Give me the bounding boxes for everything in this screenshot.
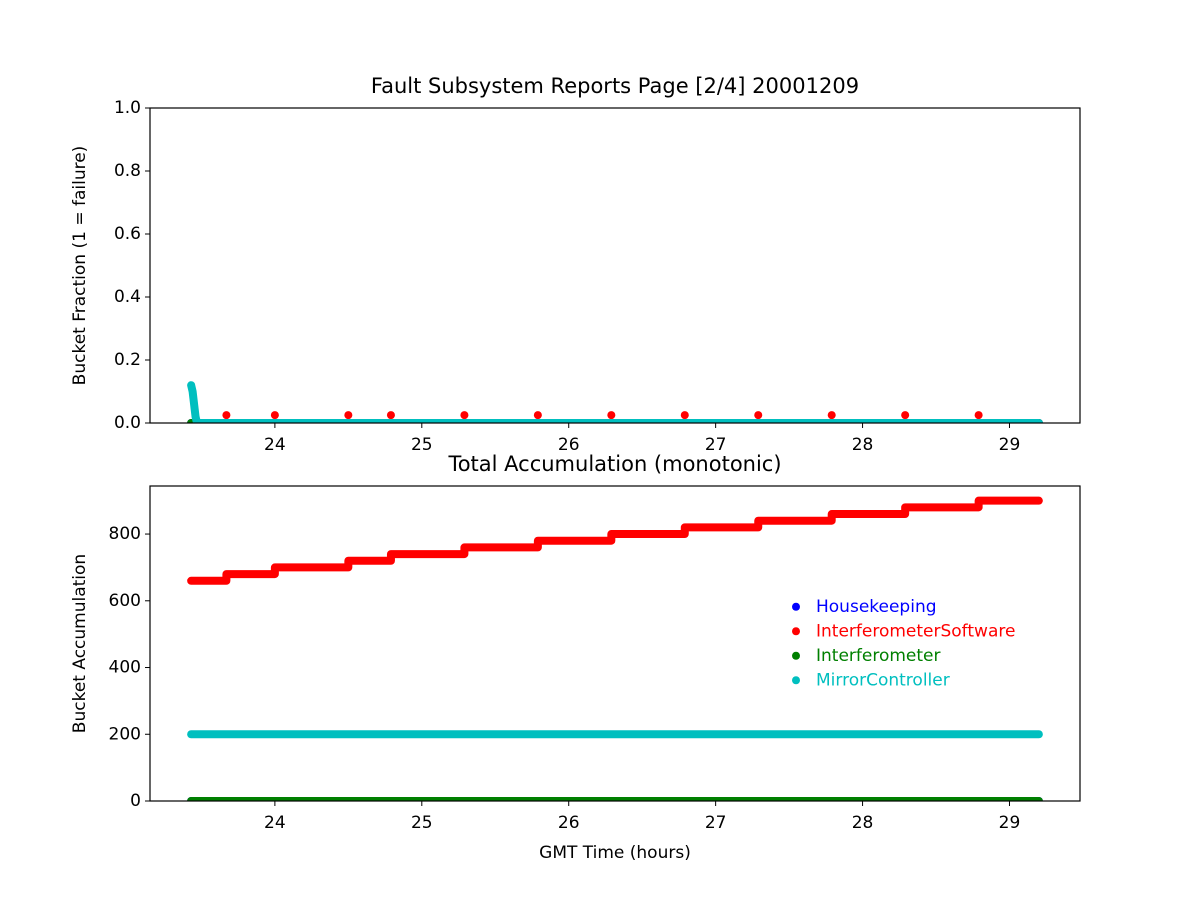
- y-axis-label: Bucket Accumulation: [70, 554, 90, 733]
- plot-area: [187, 381, 1043, 423]
- axes-frame: [149, 485, 1081, 802]
- series-line: [187, 496, 1043, 585]
- legend-marker: [792, 651, 800, 660]
- legend-label: MirrorController: [816, 670, 950, 690]
- point: [460, 411, 469, 420]
- legend-marker: [792, 627, 800, 636]
- x-tick-label: 29: [999, 435, 1021, 455]
- legend-label: InterferometerSoftware: [816, 621, 1015, 641]
- y-tick-label: 0.4: [114, 287, 141, 307]
- chart-title: Fault Subsystem Reports Page [2/4] 20001…: [371, 74, 859, 98]
- y-tick-label: 400: [109, 658, 141, 678]
- x-tick-label: 28: [852, 435, 874, 455]
- y-tick-label: 0.2: [114, 350, 141, 370]
- x-tick-label: 29: [999, 813, 1021, 833]
- legend-label: Interferometer: [816, 646, 941, 666]
- legend-label: Housekeeping: [816, 597, 937, 617]
- y-tick-label: 1.0: [114, 98, 141, 118]
- y-tick-label: 800: [109, 524, 141, 544]
- y-axis-label: Bucket Fraction (1 = failure): [70, 146, 90, 386]
- point: [827, 411, 836, 420]
- x-axis-label: GMT Time (hours): [539, 843, 691, 863]
- point: [270, 411, 279, 420]
- x-tick-label: 26: [558, 435, 580, 455]
- y-tick-label: 0: [130, 791, 141, 811]
- x-tick-label: 28: [852, 813, 874, 833]
- x-tick-label: 27: [705, 435, 727, 455]
- legend-marker: [792, 602, 800, 611]
- plot-area: [187, 496, 1043, 801]
- point: [344, 411, 353, 420]
- point: [533, 411, 542, 420]
- x-tick-label: 24: [264, 813, 286, 833]
- point: [901, 411, 910, 420]
- x-tick-label: 27: [705, 813, 727, 833]
- point: [222, 411, 231, 420]
- y-tick-label: 0.8: [114, 161, 141, 181]
- x-tick-label: 25: [411, 813, 433, 833]
- axes-frame: [149, 107, 1081, 424]
- series-line: [187, 381, 1043, 423]
- point: [974, 411, 983, 420]
- point: [754, 411, 763, 420]
- x-tick-label: 26: [558, 813, 580, 833]
- legend-marker: [792, 676, 800, 685]
- y-tick-label: 600: [109, 591, 141, 611]
- chart-title: Total Accumulation (monotonic): [447, 452, 781, 476]
- point: [607, 411, 616, 420]
- point: [680, 411, 689, 420]
- x-tick-label: 24: [264, 435, 286, 455]
- y-tick-label: 0.6: [114, 224, 141, 244]
- point: [386, 411, 395, 420]
- x-tick-label: 25: [411, 435, 433, 455]
- y-tick-label: 0.0: [114, 413, 141, 433]
- y-tick-label: 200: [109, 724, 141, 744]
